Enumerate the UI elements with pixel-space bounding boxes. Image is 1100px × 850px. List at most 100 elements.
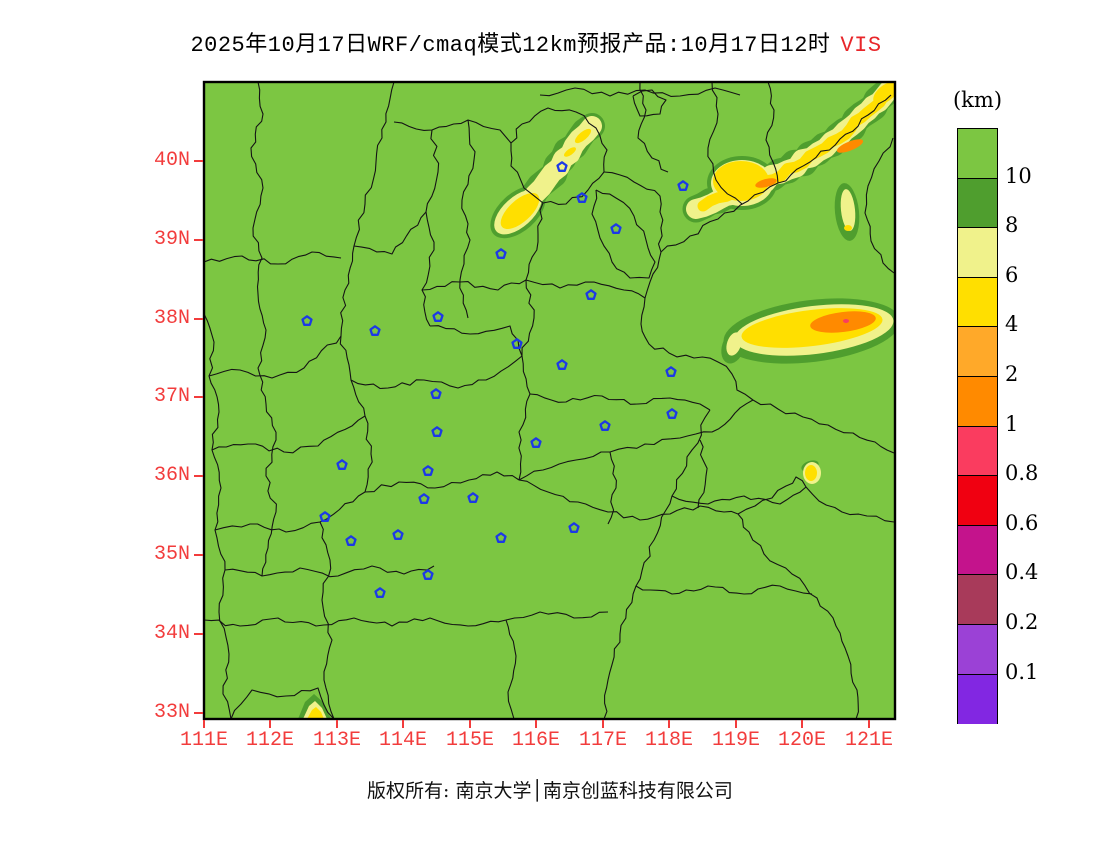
boundary-line: [459, 119, 476, 319]
colorbar-segment: [958, 277, 997, 328]
fog-patch: [836, 139, 864, 153]
city-marker: [568, 522, 580, 533]
boundary-line: [208, 335, 342, 379]
city-marker: [432, 311, 444, 322]
copyright-text: 版权所有: 南京大学│南京创蓝科技有限公司: [367, 780, 733, 802]
fog-patch: [755, 178, 777, 188]
fog-patch: [844, 225, 852, 231]
boundary-line: [603, 171, 664, 253]
colorbar-tick-label: 6: [1005, 262, 1019, 287]
boundary-line: [250, 82, 267, 405]
boundary-line: [230, 687, 335, 719]
boundary-line: [737, 513, 859, 719]
lat-label: 34N: [153, 622, 190, 645]
boundary-line: [707, 82, 743, 205]
colorbar-tick-label: 4: [1005, 312, 1019, 337]
city-marker: [345, 535, 357, 546]
boundary-line: [364, 471, 520, 493]
boundary-line: [421, 129, 440, 327]
city-marker: [511, 338, 523, 349]
lat-label: 40N: [153, 149, 190, 172]
boundary-line: [671, 486, 807, 505]
boundary-line: [214, 491, 366, 533]
lon-label: 112E: [245, 729, 294, 752]
lat-label: 33N: [153, 701, 190, 724]
city-marker: [666, 408, 678, 419]
city-marker: [392, 529, 404, 540]
lon-label: 117E: [578, 729, 627, 752]
boundary-line: [350, 355, 523, 390]
city-marker: [576, 192, 588, 203]
lon-label: 116E: [511, 729, 560, 752]
boundary-line: [752, 399, 895, 454]
boundary-line: [518, 202, 544, 481]
boundary-line: [505, 611, 609, 621]
boundary-line: [393, 119, 512, 144]
boundary-line: [864, 137, 895, 274]
boundary-line: [211, 415, 366, 454]
colorbar-segment: [958, 624, 997, 675]
boundary-line: [421, 279, 527, 291]
boundary-line: [607, 451, 617, 525]
page-title: 2025年10月17日WRF/cmaq模式12km预报产品:10月17日12时 V…: [0, 26, 1072, 58]
colorbar-segment: [958, 426, 997, 477]
city-marker: [430, 388, 442, 399]
city-marker: [369, 325, 381, 336]
boundary-line: [204, 617, 507, 627]
city-marker: [585, 289, 597, 300]
boundary-line: [518, 399, 754, 481]
boundary-line: [640, 251, 754, 401]
colorbar-unit-label: (km): [952, 88, 1003, 112]
boundary-line: [505, 619, 517, 719]
city-marker: [374, 587, 386, 598]
fog-patch: [810, 311, 876, 333]
boundary-line: [660, 94, 892, 253]
lon-label: 114E: [378, 729, 427, 752]
city-marker: [301, 315, 313, 326]
lon-label: 119E: [711, 729, 760, 752]
lon-label: 121E: [844, 729, 893, 752]
boundary-line: [525, 279, 646, 299]
fog-patch: [500, 192, 540, 230]
fog-patch: [805, 465, 817, 481]
boundary-line: [224, 565, 435, 578]
city-marker: [336, 459, 348, 470]
boundary-line: [261, 403, 277, 577]
city-marker: [556, 359, 568, 370]
title-variable-tag: VIS: [840, 33, 882, 58]
boundary-line: [632, 89, 667, 117]
lat-label: 35N: [153, 543, 190, 566]
colorbar-segment: [958, 228, 997, 278]
fog-patch: [564, 147, 576, 157]
city-marker: [418, 493, 430, 504]
city-marker-layer: [301, 161, 689, 598]
city-marker: [467, 492, 479, 503]
colorbar-segment: [958, 376, 997, 427]
fog-patch: [726, 332, 742, 356]
city-marker: [530, 437, 542, 448]
lon-label: 118E: [644, 729, 693, 752]
colorbar-segment: [958, 525, 997, 576]
lat-label: 37N: [153, 385, 190, 408]
colorbar-tick-label: 10: [1005, 163, 1032, 188]
colorbar-segment: [958, 129, 997, 179]
boundary-line: [591, 189, 656, 279]
city-marker: [599, 420, 611, 431]
fog-patch: [840, 189, 856, 231]
colorbar-tick-label: 8: [1005, 213, 1019, 238]
fog-patch: [873, 82, 895, 105]
fog-patch: [307, 707, 324, 719]
colorbar-tick-label: 0.8: [1005, 461, 1039, 486]
lat-label: 39N: [153, 228, 190, 251]
boundary-line: [204, 313, 232, 719]
city-marker: [319, 511, 331, 522]
lon-label: 115E: [445, 729, 494, 752]
fog-patch: [843, 319, 849, 323]
city-marker: [495, 532, 507, 543]
colorbar-segment: [958, 178, 997, 229]
city-marker: [665, 366, 677, 377]
city-marker: [422, 569, 434, 580]
colorbar-segment: [958, 327, 997, 377]
city-marker: [556, 161, 568, 172]
